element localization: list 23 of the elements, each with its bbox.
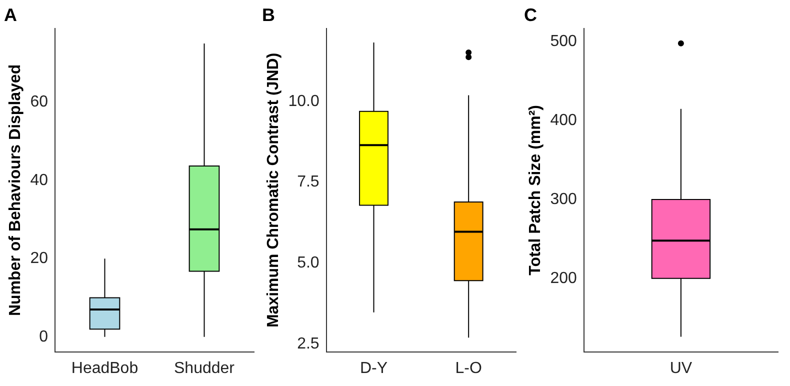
- x-tick-label: HeadBob: [71, 360, 138, 377]
- y-tick-label: 2.5: [297, 335, 320, 352]
- y-tick-label: 5.0: [297, 254, 320, 272]
- x-tick-label: L-O: [455, 360, 482, 377]
- y-tick-label: 500: [550, 33, 577, 50]
- y-axis-title: Number of Behaviours Displayed: [7, 64, 24, 316]
- chart-title: B: [262, 4, 275, 25]
- y-tick-label: 7.5: [297, 174, 320, 191]
- chart-title: A: [4, 4, 17, 25]
- x-tick-label: Shudder: [174, 360, 236, 377]
- x-tick-label: UV: [670, 360, 692, 377]
- y-tick-label: 0: [39, 328, 48, 346]
- y-tick-label: 60: [30, 94, 48, 111]
- y-axis-title: Total Patch Size (mm²): [527, 105, 544, 276]
- y-tick-label: 200: [550, 270, 577, 287]
- y-tick-label: 300: [550, 190, 577, 208]
- y-tick-label: 400: [550, 112, 577, 130]
- y-tick-label: 40: [30, 172, 48, 189]
- y-tick-label: 10.0: [288, 92, 320, 110]
- chart-title: C: [524, 4, 537, 25]
- y-tick-label: 20: [30, 250, 48, 268]
- y-axis-title: Maximum Chromatic Contrast (JND): [265, 52, 282, 328]
- x-tick-label: D-Y: [360, 360, 388, 377]
